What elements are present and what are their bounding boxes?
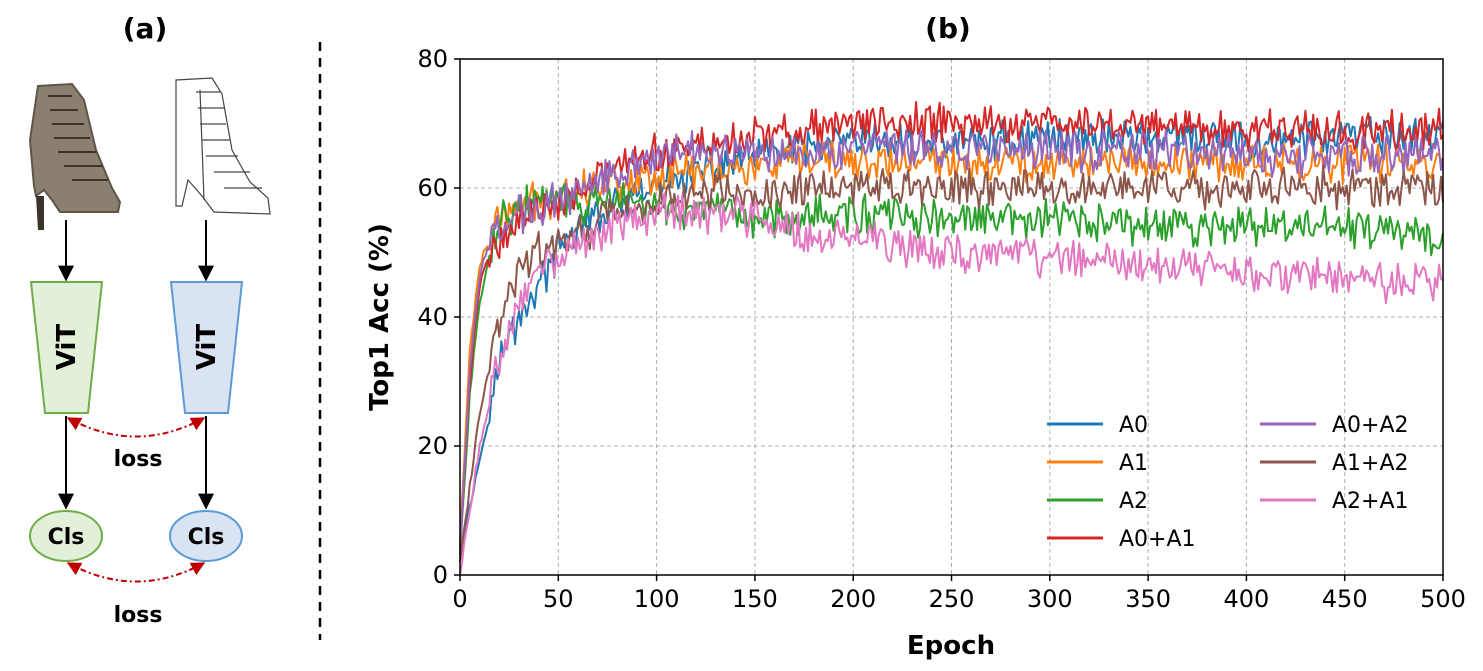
legend-label: A1	[1119, 451, 1148, 476]
vit-encoder-right: ViT	[169, 281, 244, 414]
panel-b: (b) 0 50 100 150 200 250 300 350 400 450 500 0 20 40 6…	[365, 12, 1466, 661]
x-tick-label: 350	[1125, 585, 1171, 613]
y-tick-label: 60	[417, 174, 448, 202]
y-axis-label: Top1 Acc (%)	[365, 223, 395, 411]
chart-ticks: 0 50 100 150 200 250 300 350 400 450 500 0 20 40 60 80	[417, 45, 1465, 613]
x-tick-label: 50	[543, 585, 574, 613]
x-axis-label: Epoch	[907, 631, 995, 661]
loss-label-top: loss	[114, 447, 163, 472]
panel-b-label: (b)	[925, 12, 971, 45]
series-line-a0-plus-a2	[459, 128, 1444, 550]
series-line-a1-plus-a2	[459, 164, 1444, 563]
x-tick-label: 500	[1420, 585, 1466, 613]
x-tick-label: 200	[830, 585, 876, 613]
cls-head-right: Cls	[169, 510, 243, 562]
x-tick-label: 450	[1322, 585, 1368, 613]
legend-label: A1+A2	[1332, 451, 1409, 476]
panel-a: (a) ViT ViT loss	[28, 12, 271, 628]
chart-series	[459, 101, 1444, 576]
legend-label: A0+A1	[1119, 527, 1196, 552]
legend-label: A2+A1	[1332, 489, 1409, 514]
loss-arc-top	[66, 417, 206, 438]
legend-label: A0	[1119, 413, 1148, 438]
panel-a-label: (a)	[123, 12, 168, 45]
loss-label-bottom: loss	[114, 603, 163, 628]
series-line-a2	[459, 182, 1444, 556]
series-line-a0-plus-a1	[459, 101, 1444, 549]
loss-arc-bottom	[66, 562, 206, 583]
cls-head-left: Cls	[29, 510, 103, 562]
chart-grid	[460, 59, 1443, 575]
y-tick-label: 80	[417, 45, 448, 73]
shoe-photo-icon	[28, 82, 122, 230]
legend-label: A0+A2	[1332, 413, 1409, 438]
x-tick-label: 100	[634, 585, 680, 613]
shoe-sketch-icon	[175, 77, 271, 215]
cls-head-right-label: Cls	[188, 525, 225, 550]
y-tick-label: 40	[417, 303, 448, 331]
vit-encoder-right-label: ViT	[192, 324, 222, 371]
y-tick-label: 20	[417, 432, 448, 460]
vit-encoder-left: ViT	[29, 281, 104, 414]
cls-head-left-label: Cls	[48, 525, 85, 550]
legend-label: A2	[1119, 489, 1148, 514]
x-tick-label: 400	[1223, 585, 1269, 613]
x-tick-label: 250	[929, 585, 975, 613]
chart-legend: A0 A1 A2 A0+A1 A0+A2 A1+A2 A2+A1	[1047, 413, 1409, 552]
x-tick-label: 0	[452, 585, 467, 613]
y-tick-label: 0	[433, 561, 448, 589]
series-line-a2-plus-a1	[459, 192, 1444, 576]
x-tick-label: 300	[1027, 585, 1073, 613]
x-tick-label: 150	[732, 585, 778, 613]
vit-encoder-left-label: ViT	[52, 324, 82, 371]
